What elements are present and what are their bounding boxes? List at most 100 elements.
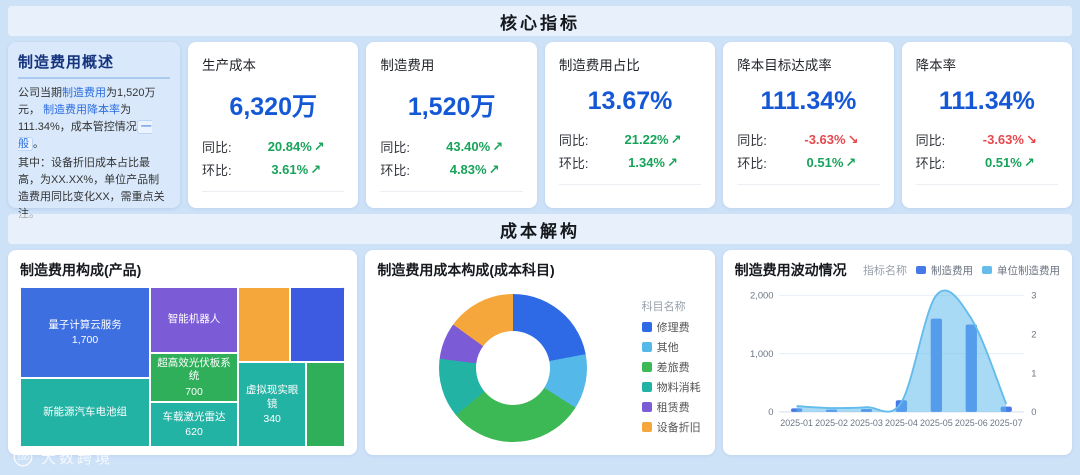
legend-item[interactable]: 物料消耗 — [641, 379, 701, 395]
treemap-block[interactable]: 量子计算云服务 1,700 — [20, 287, 151, 379]
trend-arrow: ↗ — [670, 131, 682, 147]
mom-value: 1.34% ↗ — [628, 154, 678, 170]
treemap-value: 620 — [185, 426, 203, 439]
legend-title: 科目名称 — [641, 300, 686, 313]
mom-label: 环比: — [915, 156, 946, 171]
legend-label: 租赁费 — [656, 401, 690, 414]
yoy-label: 同比: — [380, 140, 411, 155]
kpi-mom-row: 环比: 3.61% ↗ — [202, 158, 344, 181]
area-unit-cost[interactable] — [796, 290, 1006, 412]
kpi-yoy-row: 同比: 43.40% ↗ — [380, 135, 522, 158]
legend-item-area[interactable]: 单位制造费用 — [981, 263, 1060, 278]
combo-title: 制造费用波动情况 — [734, 262, 847, 278]
kpi-yoy-row: 同比: -3.63% ↘ — [737, 128, 879, 151]
overview-title: 制造费用概述 — [18, 51, 170, 79]
trend-arrow: ↗ — [1023, 154, 1035, 170]
watermark: 180 大数跨境 — [12, 446, 113, 468]
treemap-block[interactable]: 虚拟现实眼镜 340 — [237, 362, 307, 447]
charts-row: 制造费用构成(产品) 量子计算云服务 1,700 新能源汽车电池组 智能机器人 超高效光… — [8, 250, 1072, 455]
legend-item-bar[interactable]: 制造费用 — [915, 263, 973, 278]
donut-legend: 科目名称 修理费其他差旅费物料消耗租赁费设备折旧 — [641, 298, 703, 439]
mom-value: 3.61% ↗ — [271, 161, 322, 177]
kpi-card-reduction-rate: 降本率 111.34% 同比: -3.63% ↘ 环比: 0.51% ↗ — [901, 42, 1073, 208]
legend-item[interactable]: 修理费 — [641, 319, 701, 335]
kpi-title: 制造费用占比 — [558, 58, 640, 73]
combo-legend: 指标名称 制造费用 单位制造费用 — [863, 260, 1060, 278]
svg-text:2,000: 2,000 — [750, 290, 774, 301]
treemap-label: 超高效光伏板系统 — [157, 357, 231, 383]
kpi-mom-row: 环比: 4.83% ↗ — [380, 158, 522, 181]
svg-text:2025-07: 2025-07 — [990, 418, 1023, 428]
watermark-text: 大数跨境 — [41, 449, 114, 467]
treemap-value: 700 — [185, 385, 203, 398]
yoy-value: 20.84% ↗ — [267, 138, 325, 154]
legend-item[interactable]: 差旅费 — [641, 359, 701, 375]
treemap-block[interactable]: 车载激光雷达 620 — [150, 402, 238, 447]
section-title: 成本解构 — [500, 221, 580, 241]
kpi-value: 111.34% — [938, 87, 1035, 115]
kpi-value: 1,520万 — [407, 93, 496, 121]
overview-paragraph: 公司当期制造费用为1,520万元， 制造费用降本率为 111.34%，成本管控情… — [18, 87, 156, 152]
treemap: 量子计算云服务 1,700 新能源汽车电池组 智能机器人超高效光伏板系统 700 车载激光… — [20, 287, 346, 447]
legend-item[interactable]: 设备折旧 — [641, 419, 701, 435]
legend-item[interactable]: 其他 — [641, 339, 701, 355]
kpi-mom-row: 环比: 1.34% ↗ — [559, 151, 701, 174]
treemap-label: 量子计算云服务 — [48, 319, 122, 332]
yoy-label: 同比: — [737, 133, 767, 148]
treemap-card: 制造费用构成(产品) 量子计算云服务 1,700 新能源汽车电池组 智能机器人 超高效光… — [8, 250, 358, 455]
legend-swatch — [641, 381, 652, 392]
legend-label: 设备折旧 — [656, 421, 701, 434]
legend-label: 修理费 — [656, 321, 690, 334]
legend-swatch — [641, 421, 652, 432]
svg-text:2025-04: 2025-04 — [885, 418, 918, 428]
yoy-value: -3.63% ↘ — [804, 131, 859, 147]
legend-item[interactable]: 租赁费 — [641, 399, 701, 415]
section-header-core: 核心指标 — [8, 6, 1072, 36]
treemap-block[interactable]: 新能源汽车电池组 — [20, 378, 151, 447]
treemap-block[interactable]: 智能机器人 — [150, 287, 238, 353]
kpi-value: 111.34% — [760, 87, 857, 115]
combo-card: 制造费用波动情况 指标名称 制造费用 单位制造费用 0 1,000 2,000 0 1 2… — [722, 250, 1072, 455]
donut-legend-items: 修理费其他差旅费物料消耗租赁费设备折旧 — [641, 319, 701, 435]
divider — [380, 191, 523, 192]
yoy-label: 同比: — [558, 133, 589, 148]
donut-chart[interactable] — [439, 294, 588, 442]
treemap-block[interactable] — [237, 287, 291, 363]
kpi-card-production-cost: 生产成本 6,320万 同比: 20.84% ↗ 环比: 3.61% ↗ — [188, 42, 359, 208]
kpi-card-cost-ratio: 制造费用占比 13.67% 同比: 21.22% ↗ 环比: 1.34% ↗ — [544, 42, 716, 208]
treemap-label: 车载激光雷达 — [162, 411, 226, 424]
donut-title: 制造费用成本构成(成本科目) — [377, 262, 555, 278]
legend-label: 差旅费 — [656, 361, 690, 374]
svg-text:1,000: 1,000 — [750, 348, 774, 359]
legend-label: 物料消耗 — [656, 381, 701, 394]
divider — [915, 184, 1059, 185]
trend-arrow: ↗ — [667, 154, 678, 170]
legend-title: 指标名称 — [862, 265, 907, 277]
donut-wrap: 科目名称 修理费其他差旅费物料消耗租赁费设备折旧 — [377, 288, 702, 448]
yoy-value: 43.40% ↗ — [446, 138, 504, 154]
dashu-logo-icon: 180 — [13, 447, 33, 467]
svg-text:2025-05: 2025-05 — [920, 418, 953, 428]
treemap-block[interactable] — [306, 362, 346, 447]
combo-head: 制造费用波动情况 指标名称 制造费用 单位制造费用 — [735, 260, 1060, 280]
svg-text:0: 0 — [768, 406, 773, 417]
mom-label: 环比: — [737, 156, 767, 171]
legend-swatch — [981, 266, 992, 274]
mom-value: 4.83% ↗ — [449, 161, 500, 177]
treemap-block[interactable]: 超高效光伏板系统 700 — [150, 352, 238, 403]
svg-text:2025-01: 2025-01 — [780, 418, 813, 428]
kpi-card-manufacturing-cost: 制造费用 1,520万 同比: 43.40% ↗ 环比: 4.83% ↗ — [366, 42, 537, 208]
mom-label: 环比: — [380, 163, 411, 178]
kpi-title: 降本目标达成率 — [737, 58, 832, 73]
divider — [558, 184, 702, 185]
svg-text:180: 180 — [17, 453, 29, 462]
treemap-block[interactable] — [290, 287, 346, 363]
mom-label: 环比: — [202, 163, 232, 178]
treemap-title: 制造费用构成(产品) — [20, 262, 142, 278]
treemap-label: 新能源汽车电池组 — [43, 406, 128, 419]
legend-swatch — [641, 401, 652, 412]
legend-swatch — [641, 321, 652, 332]
treemap-value: 340 — [263, 412, 281, 425]
